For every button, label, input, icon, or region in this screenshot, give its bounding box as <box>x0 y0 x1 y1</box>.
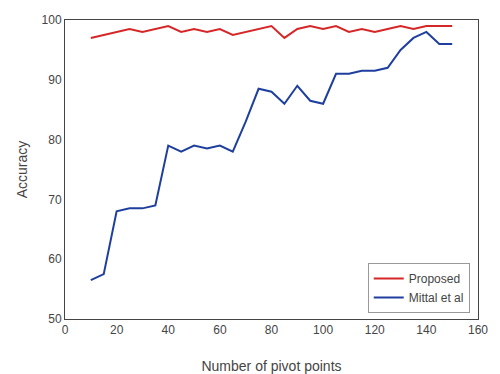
svg-text:50: 50 <box>48 312 62 326</box>
svg-text:80: 80 <box>265 323 279 337</box>
svg-text:Accuracy: Accuracy <box>14 141 30 199</box>
svg-text:0: 0 <box>62 323 69 337</box>
svg-text:140: 140 <box>416 323 436 337</box>
svg-text:Number of pivot points: Number of pivot points <box>201 358 341 374</box>
svg-text:60: 60 <box>213 323 227 337</box>
svg-text:Proposed: Proposed <box>409 272 460 286</box>
svg-text:120: 120 <box>365 323 385 337</box>
svg-text:100: 100 <box>313 323 333 337</box>
svg-text:70: 70 <box>48 193 62 207</box>
svg-text:90: 90 <box>48 73 62 87</box>
svg-text:160: 160 <box>468 323 488 337</box>
svg-text:Mittal et al: Mittal et al <box>409 291 464 305</box>
svg-text:80: 80 <box>48 133 62 147</box>
svg-text:60: 60 <box>48 252 62 266</box>
svg-text:40: 40 <box>162 323 176 337</box>
svg-text:20: 20 <box>110 323 124 337</box>
svg-text:100: 100 <box>42 13 62 27</box>
